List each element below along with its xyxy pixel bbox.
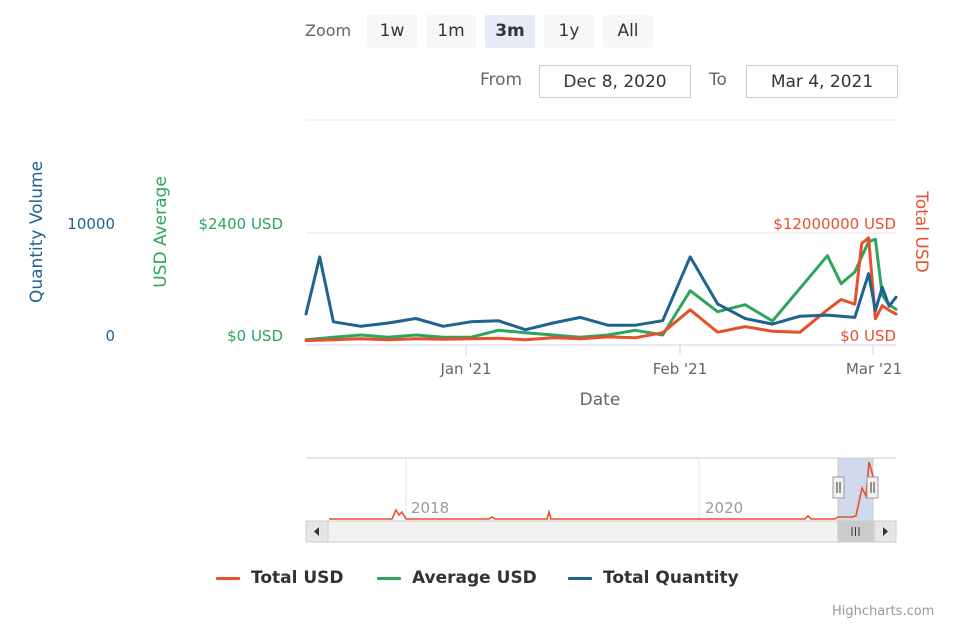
navigator-handle-left[interactable] (832, 476, 845, 499)
to-label: To (709, 70, 727, 90)
series-line-total-quantity[interactable] (304, 255, 898, 332)
navigator-tick-2018: 2018 (411, 499, 449, 517)
y-tick-average-2400: $2400 USD (198, 215, 283, 233)
x-axis-title: Date (580, 390, 621, 410)
scrollbar-track[interactable] (305, 520, 897, 543)
zoom-1y-button[interactable]: 1y (544, 15, 594, 48)
series-group (304, 236, 898, 343)
zoom-1w-button[interactable]: 1w (367, 15, 417, 48)
legend-item-total-quantity[interactable]: Total Quantity (568, 567, 739, 589)
navigator-handle-right[interactable] (866, 476, 879, 499)
navigator[interactable]: 2018 2020 (306, 457, 896, 522)
y-tick-total-0: $0 USD (840, 327, 896, 345)
y-axis-title-quantity: Quantity Volume (27, 161, 47, 303)
y-axis-title-average: USD Average (151, 176, 171, 288)
legend-label-total-quantity: Total Quantity (603, 568, 739, 588)
legend-swatch-total-usd (216, 576, 240, 580)
y-tick-quantity-0: 0 (105, 327, 115, 345)
scrollbar[interactable] (305, 520, 897, 543)
x-tick-label-feb: Feb '21 (653, 360, 708, 378)
y-tick-average-0: $0 USD (227, 327, 283, 345)
legend-swatch-average-usd (377, 576, 401, 580)
series-line-total-usd[interactable] (304, 236, 898, 343)
legend-label-total-usd: Total USD (251, 568, 344, 588)
y-tick-total-12000000: $12000000 USD (773, 215, 896, 233)
zoom-all-button[interactable]: All (603, 15, 653, 48)
zoom-3m-button[interactable]: 3m (485, 15, 535, 48)
from-label: From (480, 70, 523, 90)
highcharts-credits-link[interactable]: Highcharts.com (832, 604, 935, 619)
zoom-1m-button[interactable]: 1m (426, 15, 476, 48)
legend-label-average-usd: Average USD (412, 568, 537, 588)
scrollbar-left-arrow-icon (314, 527, 319, 536)
legend-swatch-total-quantity (568, 576, 592, 580)
from-date-input[interactable]: Dec 8, 2020 (539, 65, 691, 98)
scrollbar-right-arrow-icon (883, 527, 888, 536)
to-date-input[interactable]: Mar 4, 2021 (746, 65, 898, 98)
navigator-series-line (329, 461, 879, 520)
legend-item-average-usd[interactable]: Average USD (377, 567, 537, 589)
legend-item-total-usd[interactable]: Total USD (216, 567, 344, 589)
x-tick-label-jan: Jan '21 (439, 360, 491, 378)
y-tick-quantity-10000: 10000 (67, 215, 115, 233)
zoom-label: Zoom (305, 21, 352, 40)
navigator-tick-2020: 2020 (705, 499, 743, 517)
series-line-average-usd[interactable] (304, 237, 898, 342)
x-tick-label-mar: Mar '21 (846, 360, 902, 378)
y-axis-title-total: Total USD (911, 190, 931, 272)
